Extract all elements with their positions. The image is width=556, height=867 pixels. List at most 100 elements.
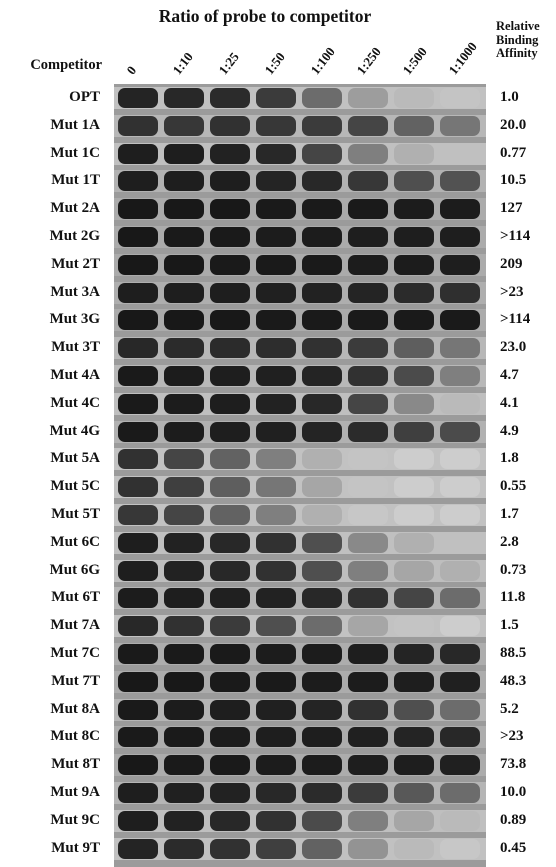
gel-band <box>256 449 296 470</box>
gel-band <box>440 88 480 108</box>
competitor-label: Mut 4C <box>50 394 100 411</box>
competitor-header: Competitor <box>30 57 102 73</box>
gel-band <box>348 171 388 192</box>
gel-band <box>302 616 342 637</box>
gel-band <box>394 699 434 720</box>
gel-band <box>302 338 342 359</box>
competitor-label: OPT <box>69 89 100 105</box>
gel-band <box>394 393 434 414</box>
gel-band <box>394 560 434 581</box>
gel-lane-row <box>114 420 486 443</box>
gel-band <box>302 393 342 414</box>
affinity-value: 4.1 <box>500 394 519 411</box>
gel-band <box>118 88 158 108</box>
lane-label: 0 <box>123 63 140 78</box>
gel-lane-row <box>114 309 486 332</box>
gel-band <box>256 227 296 247</box>
gel-band <box>348 393 388 414</box>
gel-band <box>302 88 342 108</box>
gel-band <box>348 616 388 637</box>
gel-band <box>348 588 388 609</box>
gel-band <box>302 171 342 192</box>
competitor-label: Mut 9T <box>51 839 100 856</box>
gel-band <box>348 644 388 664</box>
gel-band <box>302 477 342 498</box>
gel-band <box>302 838 342 859</box>
gel-band <box>302 449 342 470</box>
gel-band <box>210 227 250 247</box>
affinity-value: >114 <box>500 228 531 244</box>
gel-band <box>394 810 434 831</box>
gel-band <box>440 560 480 581</box>
gel-band <box>440 393 480 414</box>
gel-band <box>210 393 250 414</box>
competitor-label: Mut 5C <box>50 478 100 495</box>
gel-band <box>302 227 342 247</box>
gel-band <box>164 115 204 136</box>
gel-band <box>440 282 480 303</box>
gel-band <box>164 366 204 386</box>
gel-band <box>118 282 158 303</box>
affinity-value: 48.3 <box>500 672 527 689</box>
gel-lane-row <box>114 365 486 387</box>
gel-band <box>440 588 480 609</box>
gel-band <box>302 644 342 664</box>
gel-band <box>440 310 480 331</box>
gel-band <box>164 171 204 192</box>
gel-band <box>164 727 204 748</box>
gel-band <box>302 310 342 331</box>
gel-band <box>210 644 250 664</box>
affinity-value: 20.0 <box>500 116 527 133</box>
gel-lane-row <box>114 587 486 610</box>
gel-lane-row <box>114 559 486 582</box>
gel-band <box>118 588 158 609</box>
gel-band <box>256 838 296 859</box>
gel-band <box>348 143 388 164</box>
gel-band <box>394 171 434 192</box>
competitor-label: Mut 1A <box>50 116 100 133</box>
gel-band <box>164 338 204 359</box>
gel-band <box>256 505 296 525</box>
gel-band <box>210 699 250 720</box>
gel-band <box>118 505 158 525</box>
gel-band <box>394 282 434 303</box>
gel-band <box>394 755 434 776</box>
gel-band <box>210 560 250 581</box>
gel-band <box>302 699 342 720</box>
gel-band <box>164 810 204 831</box>
gel-band <box>118 783 158 803</box>
gel-band <box>302 560 342 581</box>
gel-band <box>210 810 250 831</box>
gel-band <box>302 115 342 136</box>
gel-band <box>118 560 158 581</box>
affinity-value: >23 <box>500 283 524 300</box>
gel-lane-row <box>114 615 486 638</box>
gel-band <box>256 88 296 108</box>
gel-band <box>256 616 296 637</box>
gel-band <box>164 477 204 498</box>
gel-lane-row <box>114 87 486 109</box>
competitor-label: Mut 9C <box>50 811 100 828</box>
gel-band <box>256 143 296 164</box>
lane-label: 1:50 <box>261 49 288 78</box>
gel-band <box>394 783 434 803</box>
gel-band <box>394 254 434 275</box>
gel-band <box>164 783 204 803</box>
gel-band <box>440 143 480 164</box>
competitor-label: Mut 2G <box>49 228 100 244</box>
gel-band <box>164 254 204 275</box>
gel-band <box>164 532 204 553</box>
gel-band <box>210 338 250 359</box>
gel-band <box>394 199 434 220</box>
gel-band <box>256 477 296 498</box>
gel-band <box>348 449 388 470</box>
gel-band <box>440 671 480 692</box>
gel-band <box>164 282 204 303</box>
gel-band <box>164 699 204 720</box>
gel-band <box>394 532 434 553</box>
competitor-label: Mut 8C <box>50 728 100 745</box>
gel-band <box>164 449 204 470</box>
gel-band <box>118 366 158 386</box>
gel-band <box>440 421 480 442</box>
affinity-value: 127 <box>500 200 523 217</box>
